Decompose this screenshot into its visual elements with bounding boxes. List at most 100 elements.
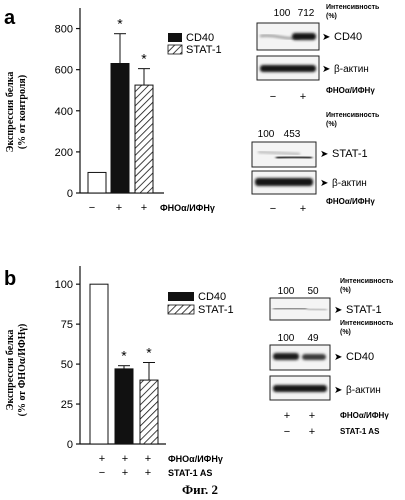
blot-a-actin-1-arrow: ➤	[322, 64, 330, 75]
blot-a-stat1	[252, 142, 316, 167]
blot-b-row1-label: ФНОα/ИФНγ	[340, 411, 389, 420]
panel-a-sign-2: +	[116, 202, 122, 214]
panel-b-row2-sign-3: +	[145, 467, 151, 479]
panel-a-ylabel-line2: (% от контроля)	[17, 75, 28, 149]
blot-b-cd40-arrow: ➤	[334, 352, 342, 363]
blot-b-cd40-value-2: 49	[307, 333, 319, 344]
b-ytick-label-2: 50	[61, 359, 73, 371]
panel-b-row2-sign-1: −	[99, 467, 105, 479]
panel-b-row1-sign-3: +	[145, 453, 151, 465]
blot-a-stat1-label: STAT-1	[332, 148, 368, 160]
blot-a-actin-1-label: β-актин	[334, 64, 369, 75]
panel-a-blots: 100 712 Интенсивность (%) ➤ CD40 ➤ β-акт…	[252, 4, 380, 215]
a-ytick-label-1: 200	[55, 147, 73, 159]
blot-b-row1-sign-2: +	[309, 410, 315, 422]
blot-a-stat1-band-2	[276, 157, 312, 158]
panel-b-row1-label: ФНОα/ИФНγ	[168, 454, 223, 464]
panel-a-label: a	[4, 7, 16, 29]
blot-b-row1-sign-1: +	[284, 410, 290, 422]
blot-a-actin-2-label: β-актин	[332, 178, 367, 189]
blot-b-actin-band	[273, 385, 327, 392]
blot-a-intensity-unit-2: (%)	[326, 121, 337, 128]
b-significance-2: *	[146, 344, 152, 360]
blot-a-intensity-label-1: Интенсивность	[326, 4, 380, 11]
a-bar-0	[88, 172, 106, 193]
a-significance-2: *	[141, 51, 147, 67]
panel-b-ylabel-line1: Экспрессия белка	[5, 330, 16, 411]
b-bar-0	[90, 284, 108, 444]
b-bar-1	[115, 369, 133, 444]
blot-b-row2-sign-2: +	[309, 426, 315, 438]
b-ytick-label-1: 25	[61, 399, 73, 411]
panel-b-ylabel-line2: (% от ФНОα/ИФНγ)	[17, 324, 28, 417]
panel-b-y-ticks: 0 25 50 75 100	[55, 279, 80, 451]
blot-a-actin-2-band	[255, 178, 313, 186]
blot-a-treatment-label-2: ФНОα/ИФНγ	[326, 197, 375, 206]
legend-label-cd40-a: CD40	[186, 32, 214, 44]
blot-a-intensity-unit-1: (%)	[326, 13, 337, 20]
panel-a-treatment-label: ФНОα/ИФНγ	[160, 203, 215, 213]
blot-b-row2-label: STAT-1 AS	[340, 427, 380, 436]
legend-swatch-cd40-a	[168, 33, 182, 42]
blot-a-intensity-label-2: Интенсивность	[326, 112, 380, 119]
blot-b-cd40-value-1: 100	[278, 333, 295, 344]
blot-b-stat1-label: STAT-1	[346, 304, 382, 316]
panel-a-ylabel-line1: Экспрессия белка	[5, 72, 16, 153]
b-ytick-label-4: 100	[55, 279, 73, 291]
a-ytick-label-2: 400	[55, 106, 73, 118]
panel-b-label: b	[4, 268, 16, 290]
blot-b-intensity-label-2: Интенсивность	[340, 320, 394, 327]
b-bar-2	[140, 380, 158, 444]
panel-a-sign-3: +	[141, 202, 147, 214]
blot-b-intensity-unit-2: (%)	[340, 329, 351, 336]
blot-b-actin-label: β-актин	[346, 385, 381, 396]
blot-b-stat1-band-2	[307, 309, 327, 310]
blot-a-cd40-label: CD40	[334, 31, 362, 43]
b-significance-1: *	[121, 348, 127, 364]
panel-a-y-ticks: 0200400600800	[55, 24, 80, 200]
panel-b-row2-sign-2: +	[122, 467, 128, 479]
legend-swatch-cd40-b	[168, 292, 194, 301]
blot-a-stat-value-2: 453	[284, 129, 301, 140]
a-significance-1: *	[117, 16, 123, 32]
b-ytick-label-3: 75	[61, 319, 73, 331]
a-ytick-label-4: 800	[55, 24, 73, 36]
a-bar-1	[111, 64, 129, 194]
blot-b-stat1-arrow: ➤	[334, 305, 342, 316]
panel-b-chart: b Экспрессия белка (% от ФНОα/ИФНγ) 0 25 5…	[4, 266, 234, 479]
blot-b-cd40-label: CD40	[346, 351, 374, 363]
blot-a-actin-1-band	[260, 65, 316, 72]
blot-b-stat1-band-1	[273, 309, 307, 310]
blot-a-cd40-band-2	[292, 33, 316, 40]
panel-a-sign-1: −	[89, 202, 95, 214]
panel-b-row1-sign-1: +	[99, 453, 105, 465]
panel-a-chart: a Экспрессия белка (% от контроля) 02004…	[4, 7, 222, 214]
b-ytick-label-0: 0	[67, 439, 73, 451]
legend-label-stat1-a: STAT-1	[186, 44, 222, 56]
blot-b-cd40-band-2	[302, 354, 326, 360]
legend-swatch-stat1-a	[168, 45, 182, 54]
panel-b-blots: 100 50 Интенсивность (%) ➤ STAT-1 Интенс…	[270, 278, 394, 438]
blot-b-stat-value-1: 100	[278, 286, 295, 297]
blot-a-cd40-value-2: 712	[298, 8, 315, 19]
panel-b-bars: **	[90, 284, 158, 444]
blot-a-actin-2-arrow: ➤	[320, 178, 328, 189]
blot-b-intensity-label-1: Интенсивность	[340, 278, 394, 285]
blot-a-cd40-value-1: 100	[274, 8, 291, 19]
blot-a-cd40-arrow: ➤	[322, 32, 330, 43]
legend-label-cd40-b: CD40	[198, 291, 226, 303]
panel-b-row2-label: STAT-1 AS	[168, 468, 212, 478]
blot-a-sign-3: −	[270, 203, 276, 215]
a-ytick-label-3: 600	[55, 65, 73, 77]
a-bar-2	[135, 85, 153, 193]
blot-b-cd40-band-1	[273, 353, 299, 360]
blot-a-sign-4: +	[300, 203, 306, 215]
blot-a-stat1-arrow: ➤	[320, 149, 328, 160]
blot-b-intensity-unit-1: (%)	[340, 287, 351, 294]
blot-a-sign-1: −	[270, 91, 276, 103]
blot-b-actin-arrow: ➤	[334, 385, 342, 396]
figure-caption: Фиг. 2	[182, 482, 218, 497]
blot-b-row2-sign-1: −	[284, 426, 290, 438]
legend-label-stat1-b: STAT-1	[198, 304, 234, 316]
